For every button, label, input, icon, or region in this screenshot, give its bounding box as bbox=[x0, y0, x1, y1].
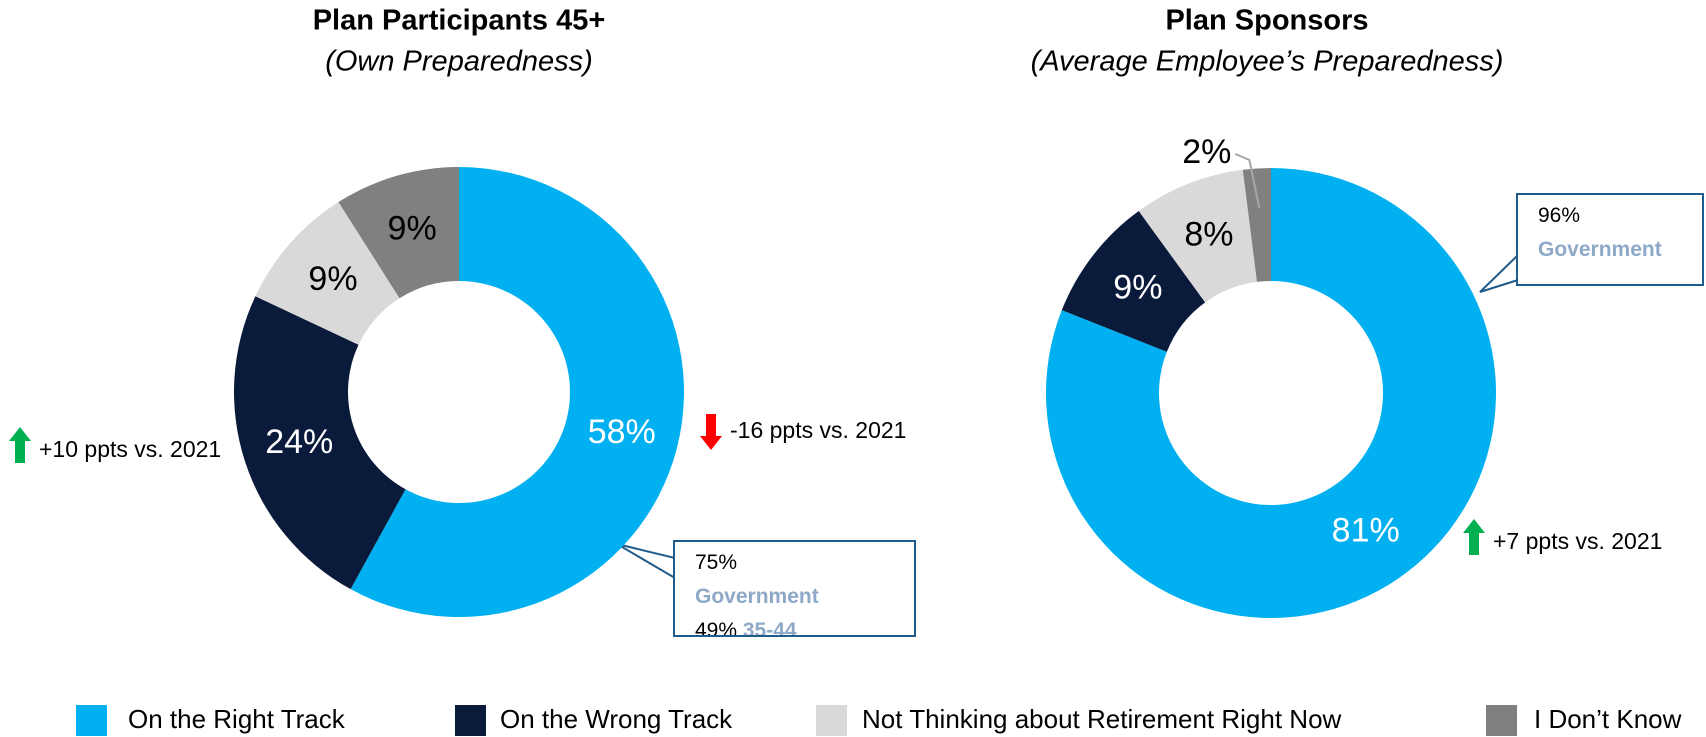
legend-label: On the Wrong Track bbox=[500, 704, 733, 734]
legend-swatch bbox=[76, 705, 107, 736]
callout-value: 96% bbox=[1538, 204, 1581, 227]
callout-line: Government bbox=[1538, 233, 1682, 267]
donut-slice bbox=[350, 167, 684, 617]
legend-swatch bbox=[455, 705, 486, 736]
donut-slice bbox=[1138, 169, 1257, 303]
chart-subtitle: (Own Preparedness) bbox=[325, 46, 593, 78]
trend-arrow bbox=[1463, 519, 1485, 555]
data-label: 8% bbox=[1184, 215, 1233, 253]
annotation: -16 ppts vs. 2021 bbox=[730, 417, 906, 443]
legend-swatch bbox=[816, 705, 847, 736]
callout-pointer bbox=[616, 543, 676, 580]
trend-arrow bbox=[9, 427, 31, 463]
legend-label: Not Thinking about Retirement Right Now bbox=[862, 704, 1342, 734]
donut-slice bbox=[1061, 210, 1206, 352]
callout-line: Government bbox=[695, 580, 894, 614]
data-label: 81% bbox=[1332, 511, 1400, 549]
callout-line: 75% bbox=[695, 546, 894, 580]
donut-slice bbox=[234, 296, 406, 590]
data-label: 9% bbox=[388, 210, 437, 248]
donut-slice bbox=[338, 167, 459, 299]
callout-value: 49% bbox=[695, 619, 738, 637]
callout-label: 35-44 bbox=[742, 619, 797, 637]
chart-title: Plan Sponsors bbox=[1165, 5, 1368, 37]
legend-label: I Don’t Know bbox=[1534, 704, 1682, 734]
annotation: +10 ppts vs. 2021 bbox=[39, 436, 221, 462]
callout-line: 96% bbox=[1538, 199, 1682, 233]
callout-line: 49% 35-44 bbox=[695, 614, 894, 637]
chart-title: Plan Participants 45+ bbox=[313, 5, 606, 37]
legend-label: On the Right Track bbox=[128, 704, 346, 734]
callout: 75% Government 49% 35-44 bbox=[673, 540, 916, 637]
trend-arrow bbox=[700, 414, 722, 450]
data-label: 9% bbox=[1113, 269, 1162, 307]
donut-slice bbox=[1046, 168, 1496, 618]
callout-pointer bbox=[1479, 252, 1519, 293]
data-label: 2% bbox=[1182, 133, 1231, 171]
callout-label: Government bbox=[1538, 238, 1662, 261]
donut-slice bbox=[1242, 168, 1271, 282]
data-label: 24% bbox=[265, 423, 333, 461]
callout: 96% Government bbox=[1516, 193, 1704, 286]
chart-subtitle: (Average Employee’s Preparedness) bbox=[1031, 46, 1504, 78]
callout-label: Government bbox=[695, 585, 819, 608]
legend-swatch bbox=[1486, 705, 1517, 736]
callout-value: 75% bbox=[695, 551, 738, 574]
data-label: 58% bbox=[588, 413, 656, 451]
data-label: 9% bbox=[308, 260, 357, 298]
annotation: +7 ppts vs. 2021 bbox=[1493, 528, 1662, 554]
donut-slice bbox=[255, 202, 400, 345]
leader-line bbox=[1234, 153, 1261, 209]
